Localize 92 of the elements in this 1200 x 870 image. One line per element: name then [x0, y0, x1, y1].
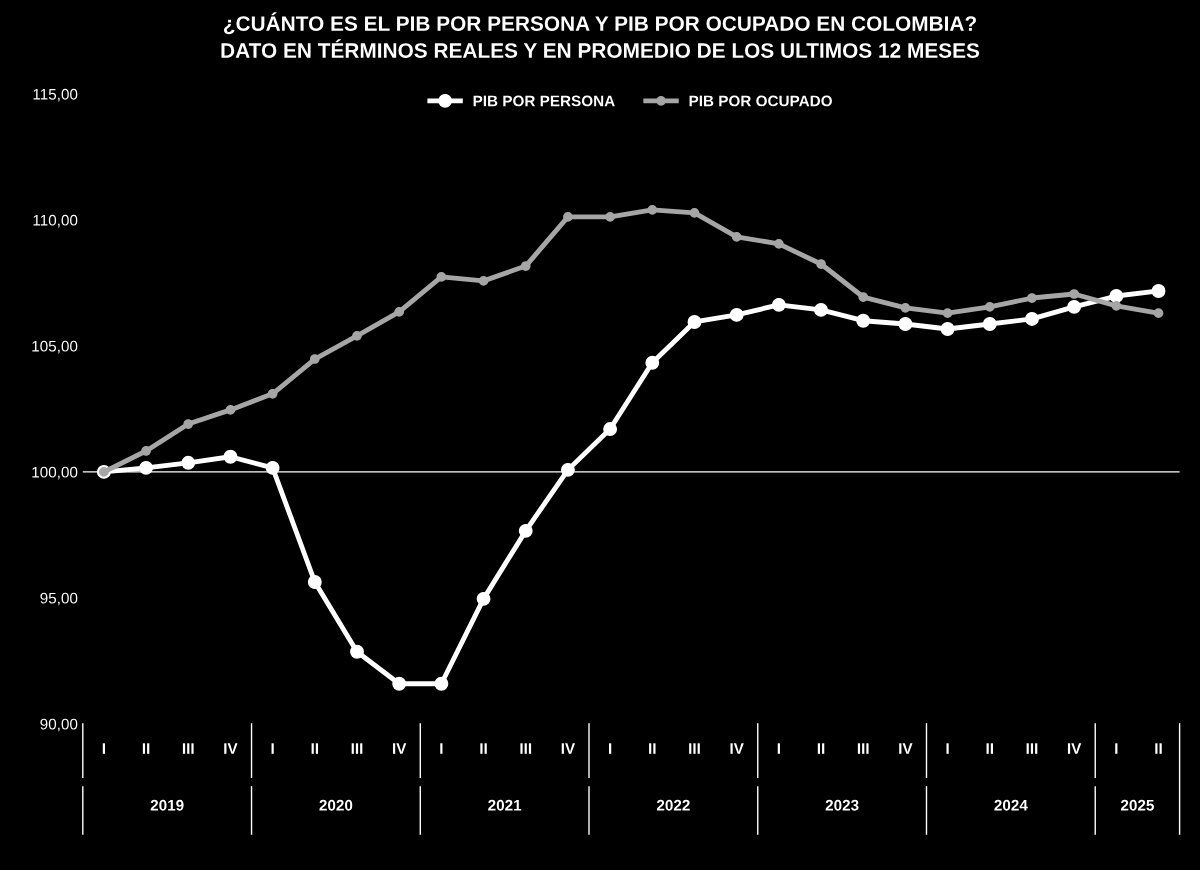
- x-tick-label: I: [102, 743, 105, 754]
- text: 2025: [1120, 799, 1154, 811]
- point: [1153, 308, 1164, 319]
- y-tick-label: 110,00: [33, 214, 78, 228]
- point: [520, 261, 531, 271]
- point: [856, 313, 871, 328]
- point: [223, 449, 238, 464]
- point: [689, 208, 700, 218]
- point: [771, 297, 786, 312]
- chart-title: ¿CUÁNTO ES EL PIB POR PERSONA Y PIB POR OCUPADO EN COLOMBIA? DATO EN TÉRMINOS REALES Y EN PROMEDIO DE LOS ULTIMOS 12 MESES: [221, 12, 980, 58]
- point: [563, 212, 573, 222]
- point: [352, 330, 362, 341]
- x-tick-label: II: [1155, 743, 1162, 754]
- point: [814, 302, 828, 317]
- point: [898, 317, 913, 331]
- point: [858, 292, 869, 302]
- text: 2024: [994, 799, 1028, 811]
- point: [478, 276, 489, 286]
- point: [141, 446, 151, 456]
- point: [307, 575, 322, 589]
- point: [731, 231, 742, 242]
- point: [900, 303, 911, 313]
- point: [1025, 312, 1039, 326]
- x-tick-label: IV: [224, 743, 238, 754]
- x-tick-label: II: [817, 743, 825, 754]
- x-tick-label: III: [351, 743, 363, 754]
- x-tick-label: IV: [561, 743, 576, 754]
- point: [183, 419, 194, 429]
- x-tick-label: III: [857, 743, 869, 754]
- x-tick-label: I: [1115, 743, 1118, 754]
- point: [1151, 284, 1166, 298]
- point: [1111, 300, 1122, 311]
- x-tick-label: II: [986, 743, 993, 754]
- point: [982, 317, 997, 331]
- point: [309, 354, 320, 364]
- point: [394, 307, 405, 317]
- point: [350, 644, 364, 659]
- point: [265, 460, 280, 475]
- y-tick-label: 115,00: [33, 88, 78, 102]
- point: [392, 676, 407, 691]
- point: [645, 355, 660, 370]
- point: [139, 460, 154, 475]
- point: [1109, 289, 1124, 303]
- point: [1067, 299, 1082, 314]
- x-tick-label: II: [480, 743, 487, 754]
- point: [518, 523, 533, 538]
- text: 2022: [656, 799, 690, 811]
- point: [816, 259, 826, 269]
- x-tick-label: II: [311, 743, 319, 754]
- point: [603, 422, 618, 437]
- x-tick-label: III: [1026, 743, 1038, 754]
- point: [687, 315, 702, 329]
- y-tick-label: 105,00: [32, 340, 78, 354]
- point: [1069, 289, 1080, 299]
- x-tick-label: I: [440, 743, 443, 754]
- x-tick-label: III: [520, 743, 532, 754]
- x-tick-label: I: [271, 743, 274, 754]
- point: [476, 591, 491, 606]
- x-tick-label: I: [946, 743, 949, 754]
- x-tick-label: IV: [1067, 743, 1082, 754]
- text: 2021: [488, 799, 522, 811]
- point: [605, 212, 615, 222]
- point: [647, 204, 658, 215]
- point: [729, 307, 744, 322]
- point: [181, 455, 196, 470]
- text: 2020: [319, 799, 353, 811]
- text: 2019: [150, 799, 184, 811]
- x-tick-label: II: [649, 743, 656, 754]
- x-tick-label: IV: [899, 743, 913, 754]
- legend-label: PIB POR PERSONA: [473, 95, 615, 107]
- x-tick-label: IV: [730, 743, 744, 754]
- x-tick-label: I: [609, 743, 612, 754]
- point: [984, 301, 995, 312]
- point: [225, 405, 236, 415]
- y-tick-label: 90,00: [40, 718, 78, 732]
- legend-label: PIB POR OCUPADO: [689, 95, 832, 107]
- x-tick-label: III: [689, 743, 700, 754]
- point: [436, 272, 447, 282]
- x-tick-label: III: [182, 743, 194, 754]
- point: [1027, 293, 1037, 303]
- point: [434, 676, 449, 691]
- point: [267, 388, 278, 399]
- point: [940, 322, 955, 336]
- x-tick-label: IV: [392, 743, 407, 754]
- x-tick-label: II: [142, 743, 150, 754]
- x-tick-label: I: [777, 743, 780, 754]
- text: 2023: [825, 799, 859, 811]
- point: [773, 239, 784, 249]
- y-tick-label: 100,00: [32, 466, 78, 480]
- y-tick-label: 95,00: [40, 592, 78, 606]
- point: [942, 308, 953, 319]
- point: [560, 462, 575, 477]
